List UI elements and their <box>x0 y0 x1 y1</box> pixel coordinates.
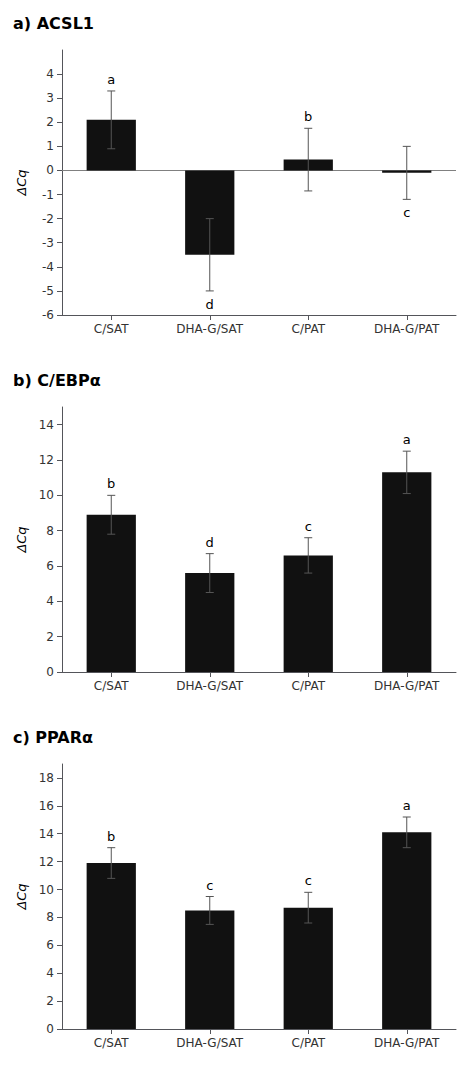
svg-text:a: a <box>403 432 411 447</box>
svg-text:DHA-G/PAT: DHA-G/PAT <box>374 322 440 336</box>
svg-text:DHA-G/PAT: DHA-G/PAT <box>374 1036 440 1050</box>
svg-text:-3: -3 <box>42 236 54 250</box>
svg-text:14: 14 <box>39 418 54 432</box>
svg-text:C/SAT: C/SAT <box>94 1036 130 1050</box>
svg-text:c: c <box>403 205 410 220</box>
svg-text:3: 3 <box>46 91 54 105</box>
svg-text:C/SAT: C/SAT <box>94 679 130 693</box>
svg-text:C/PAT: C/PAT <box>292 1036 326 1050</box>
svg-text:DHA-G/SAT: DHA-G/SAT <box>176 1036 243 1050</box>
svg-text:C/PAT: C/PAT <box>292 322 326 336</box>
svg-text:b: b <box>107 829 115 844</box>
svg-text:C/SAT: C/SAT <box>94 322 130 336</box>
svg-text:0: 0 <box>46 1022 54 1036</box>
svg-text:d: d <box>206 297 214 312</box>
svg-text:DHA-G/SAT: DHA-G/SAT <box>176 679 243 693</box>
svg-text:C/PAT: C/PAT <box>292 679 326 693</box>
svg-text:-2: -2 <box>42 212 54 226</box>
svg-text:d: d <box>206 535 214 550</box>
svg-text:16: 16 <box>39 799 54 813</box>
svg-text:a: a <box>403 798 411 813</box>
svg-text:14: 14 <box>39 827 54 841</box>
svg-text:ΔCq: ΔCq <box>14 883 29 910</box>
svg-text:-6: -6 <box>42 308 54 322</box>
svg-text:0: 0 <box>46 163 54 177</box>
svg-text:10: 10 <box>39 488 54 502</box>
svg-text:b: b <box>304 109 312 124</box>
svg-text:6: 6 <box>46 559 54 573</box>
svg-text:-5: -5 <box>42 284 54 298</box>
svg-text:2: 2 <box>46 630 54 644</box>
svg-text:ΔCq: ΔCq <box>14 169 29 196</box>
svg-text:8: 8 <box>46 524 54 538</box>
svg-text:10: 10 <box>39 883 54 897</box>
svg-text:c: c <box>206 878 213 893</box>
svg-text:12: 12 <box>39 855 54 869</box>
svg-text:1: 1 <box>46 139 54 153</box>
svg-text:2: 2 <box>46 115 54 129</box>
svg-text:DHA-G/PAT: DHA-G/PAT <box>374 679 440 693</box>
svg-text:c) PPARα: c) PPARα <box>13 728 93 747</box>
svg-text:c: c <box>305 519 312 534</box>
svg-text:a: a <box>107 72 115 87</box>
svg-text:DHA-G/SAT: DHA-G/SAT <box>176 322 243 336</box>
svg-text:18: 18 <box>39 771 54 785</box>
svg-text:0: 0 <box>46 665 54 679</box>
svg-text:b: b <box>107 476 115 491</box>
svg-text:b) C/EBPα: b) C/EBPα <box>13 371 101 390</box>
svg-text:4: 4 <box>46 594 54 608</box>
svg-text:a) ACSL1: a) ACSL1 <box>13 14 94 33</box>
svg-text:-1: -1 <box>42 188 54 202</box>
svg-text:12: 12 <box>39 453 54 467</box>
svg-text:-4: -4 <box>42 260 54 274</box>
svg-text:4: 4 <box>46 966 54 980</box>
svg-text:ΔCq: ΔCq <box>14 526 29 553</box>
svg-text:6: 6 <box>46 938 54 952</box>
svg-text:2: 2 <box>46 994 54 1008</box>
svg-text:c: c <box>305 873 312 888</box>
svg-text:4: 4 <box>46 67 54 81</box>
svg-text:8: 8 <box>46 910 54 924</box>
